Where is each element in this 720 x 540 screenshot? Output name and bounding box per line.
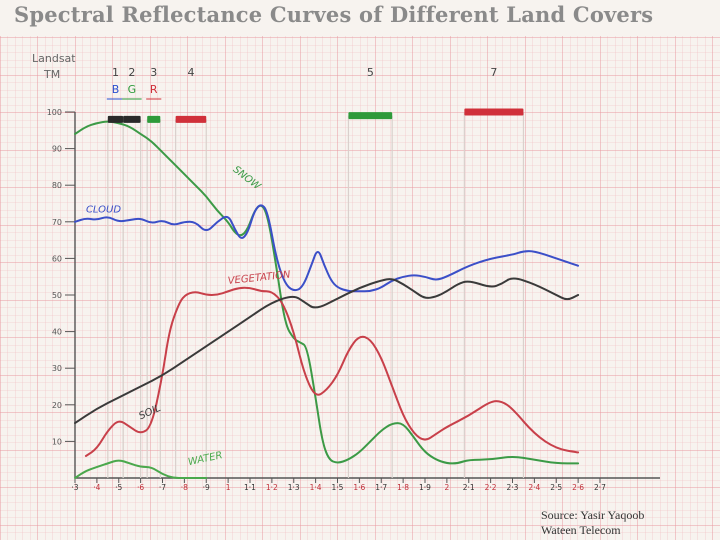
y-tick-labels: 10 20 30 40 50 60 70 80 90 100 xyxy=(47,108,75,446)
x-tick-label: 1·5 xyxy=(332,483,344,492)
source-line-1: Source: Yasir Yaqoob xyxy=(541,508,645,522)
x-tick-labels: ·3 ·4 ·5 ·6 ·7 ·8 ·9 1 1·1 1·2 1·3 1·4 1·5 1·6 1·7 1·8 1… xyxy=(71,478,606,492)
band-bar-5 xyxy=(348,112,393,120)
x-tick-label: ·9 xyxy=(203,483,210,492)
band-bar-1 xyxy=(107,115,124,123)
x-tick-label: 1·1 xyxy=(244,483,256,492)
x-tick-label: 1·7 xyxy=(375,483,387,492)
x-tick-label: 2·3 xyxy=(507,483,519,492)
x-tick-label: 2·1 xyxy=(463,483,475,492)
x-tick-label: 1·6 xyxy=(353,483,365,492)
x-tick-label: ·6 xyxy=(137,483,144,492)
band-number-2: 2 xyxy=(128,66,135,79)
y-tick-label: 90 xyxy=(52,145,62,154)
source-credit: Source: Yasir Yaqoob Wateen Telecom xyxy=(541,508,644,538)
series-line-soil xyxy=(74,277,580,425)
x-tick-label: 2·7 xyxy=(594,483,606,492)
x-tick-label: ·7 xyxy=(159,483,166,492)
band-number-3: 3 xyxy=(150,66,157,79)
x-tick-label: 1·3 xyxy=(288,483,300,492)
x-tick-label: 1·2 xyxy=(266,483,278,492)
series-line-vegetation xyxy=(84,286,580,457)
landsat-label: Landsat xyxy=(32,52,76,65)
series-line-water xyxy=(74,459,208,479)
y-tick-label: 100 xyxy=(47,108,62,117)
x-tick-label: ·5 xyxy=(115,483,122,492)
band-number-7: 7 xyxy=(490,66,497,79)
y-tick-label: 50 xyxy=(52,291,62,300)
band-markers: 1 B2 G3 R 4 5 7 xyxy=(106,66,524,123)
y-tick-label: 40 xyxy=(52,328,62,337)
band-bar-2 xyxy=(123,115,141,123)
y-tick-label: 30 xyxy=(52,364,62,373)
y-tick-label: 70 xyxy=(52,218,62,227)
series-label-cloud: CLOUD xyxy=(86,205,121,216)
x-tick-label: 1·4 xyxy=(310,483,322,492)
x-tick-label: 2 xyxy=(444,483,449,492)
x-tick-label: ·4 xyxy=(93,483,100,492)
band-number-4: 4 xyxy=(187,66,194,79)
series-lines xyxy=(74,120,580,479)
x-tick-label: 1·9 xyxy=(419,483,431,492)
band-bar-4 xyxy=(175,115,207,123)
y-tick-label: 60 xyxy=(52,254,62,263)
tm-label: TM xyxy=(43,68,60,81)
band-number-1: 1 xyxy=(112,66,119,79)
band-letter-g: G xyxy=(128,83,137,96)
series-line-cloud xyxy=(74,204,580,293)
x-tick-label: ·8 xyxy=(181,483,188,492)
y-tick-label: 80 xyxy=(52,181,62,190)
x-tick-label: 2·4 xyxy=(528,483,540,492)
y-tick-label: 10 xyxy=(52,437,62,446)
y-tick-label: 20 xyxy=(52,401,62,410)
x-tick-label: 2·6 xyxy=(572,483,584,492)
band-bar-7 xyxy=(464,108,524,116)
band-guides xyxy=(107,112,525,478)
x-tick-label: 1 xyxy=(226,483,231,492)
x-tick-label: 2·2 xyxy=(485,483,497,492)
x-tick-label: 2·5 xyxy=(550,483,562,492)
x-tick-label: 1·8 xyxy=(397,483,409,492)
band-bar-3 xyxy=(147,115,161,123)
page-title: Spectral Reflectance Curves of Different… xyxy=(14,2,654,27)
band-letter-r: R xyxy=(150,83,158,96)
x-tick-label: ·3 xyxy=(71,483,78,492)
series-line-snow xyxy=(74,120,580,465)
band-letter-b: B xyxy=(112,83,120,96)
source-line-2: Wateen Telecom xyxy=(541,523,621,537)
band-number-5: 5 xyxy=(367,66,374,79)
